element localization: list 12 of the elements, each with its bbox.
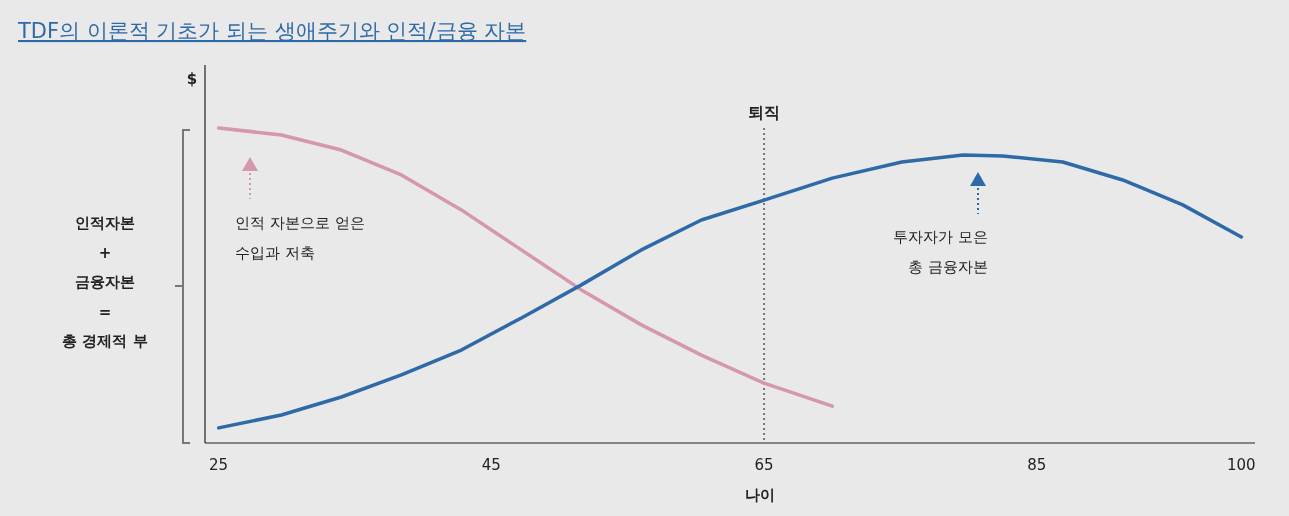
ref-line-label: 퇴직 — [748, 103, 781, 122]
x-tick-label: 85 — [1027, 456, 1047, 474]
x-axis-title: 나이 — [745, 486, 775, 504]
x-tick-label: 65 — [754, 456, 774, 474]
annotation: 인적 자본으로 얻은 수입과 저축 — [235, 214, 365, 262]
annotation: 투자자가 모은 총 금융자본 — [893, 228, 988, 276]
y-axis-title: $ — [186, 70, 198, 88]
text: 인적자본 + 금융자본 = 총 경제적 부 — [62, 214, 148, 350]
chart-title: TDF의 이론적 기초가 되는 생애주기와 인적/금융 자본 — [17, 19, 527, 43]
x-tick-label: 25 — [209, 456, 229, 474]
x-tick-label: 45 — [481, 456, 501, 474]
x-tick-label: 100 — [1227, 456, 1256, 474]
